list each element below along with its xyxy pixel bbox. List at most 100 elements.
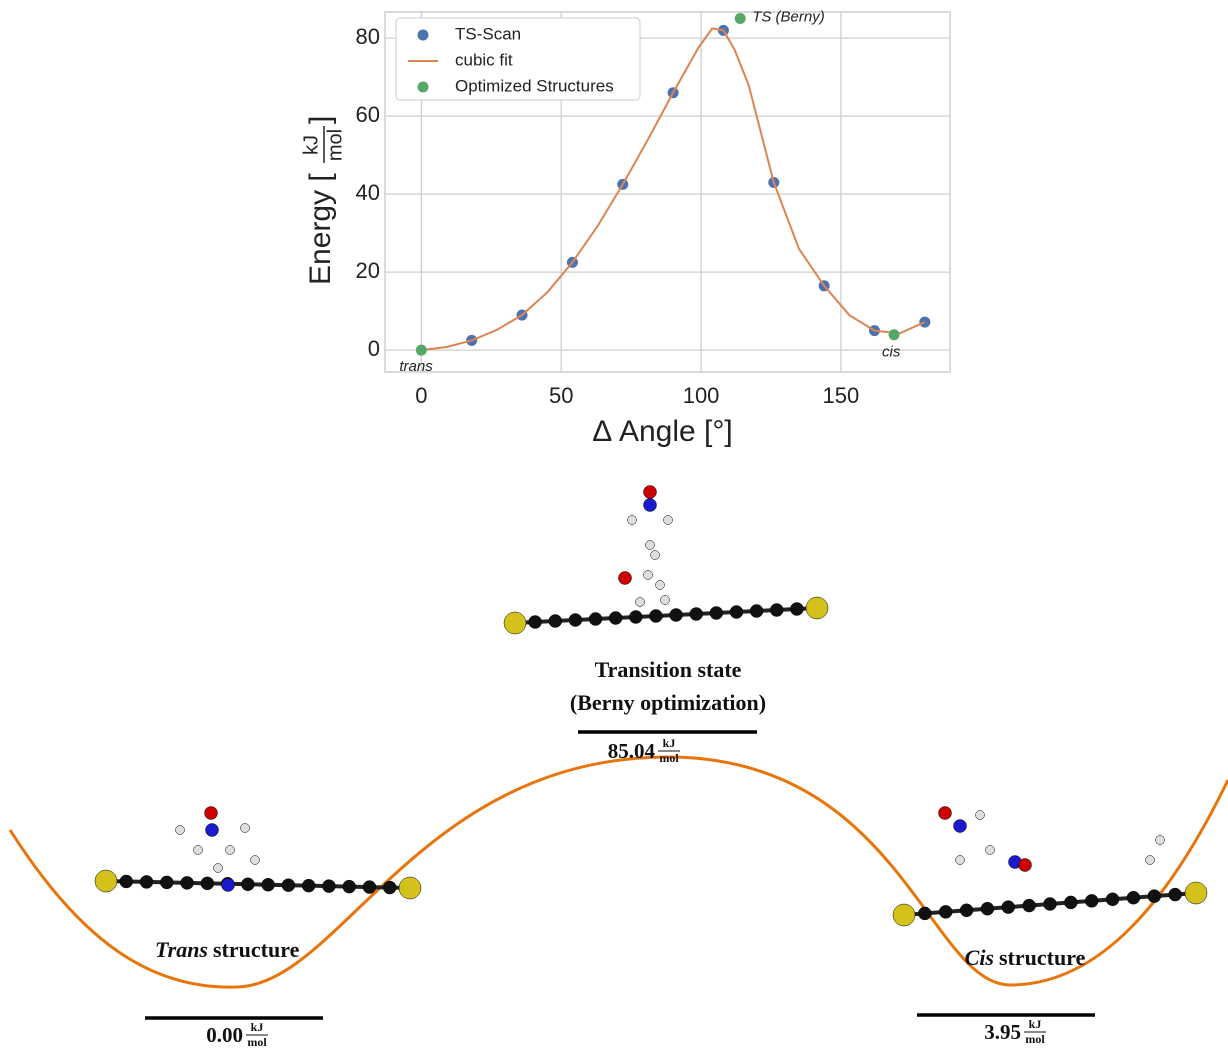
atom xyxy=(1185,882,1207,904)
point xyxy=(735,13,746,24)
atom xyxy=(649,610,662,623)
ts-title: Transition state xyxy=(595,657,742,682)
atom xyxy=(918,907,931,920)
cis-energy: 3.95 xyxy=(984,1020,1021,1044)
atom xyxy=(282,879,295,892)
atom xyxy=(670,609,683,622)
atom xyxy=(1127,891,1140,904)
atom xyxy=(1023,899,1036,912)
atom xyxy=(399,877,421,899)
atom xyxy=(1019,859,1032,872)
legend-label: TS-Scan xyxy=(455,24,521,43)
atom xyxy=(1064,896,1077,909)
legend-label: Optimized Structures xyxy=(455,76,614,95)
atom xyxy=(95,870,117,892)
atom xyxy=(1148,890,1161,903)
atom xyxy=(893,904,915,926)
y-tick-label: 60 xyxy=(356,102,380,127)
atom xyxy=(1085,894,1098,907)
atom xyxy=(664,516,673,525)
atom xyxy=(710,607,723,620)
atom xyxy=(656,581,665,590)
atom xyxy=(644,499,657,512)
atom xyxy=(730,606,743,619)
unit-num: kJ xyxy=(663,736,676,750)
atom xyxy=(976,811,985,820)
atom xyxy=(956,856,965,865)
atom xyxy=(644,571,653,580)
energy-diagram: Transition state (Berny optimization) 85… xyxy=(10,486,1228,1048)
x-axis-label: Δ Angle [°] xyxy=(592,415,732,448)
point xyxy=(416,345,427,356)
atom xyxy=(1169,888,1182,901)
atom xyxy=(201,877,214,890)
atom xyxy=(140,875,153,888)
atom xyxy=(750,605,763,618)
ts-subtitle: (Berny optimization) xyxy=(570,690,766,715)
legend-label: cubic fit xyxy=(455,50,513,69)
y-axis-unit-den: mol xyxy=(324,129,346,161)
x-tick-label: 0 xyxy=(415,383,427,408)
atom xyxy=(226,846,235,855)
atom xyxy=(343,880,356,893)
atom xyxy=(609,612,622,625)
atom xyxy=(160,876,173,889)
atom xyxy=(181,876,194,889)
atom xyxy=(939,905,952,918)
point-label: TS (Berny) xyxy=(752,8,825,25)
atom xyxy=(646,541,655,550)
atom xyxy=(690,608,703,621)
atom xyxy=(628,516,637,525)
trans-energy: 0.00 xyxy=(206,1023,243,1047)
legend-swatch xyxy=(418,82,429,93)
atom xyxy=(954,820,967,833)
point xyxy=(889,329,900,340)
cis-name: Cis xyxy=(965,945,994,970)
figure: 020406080050100150Δ Angle [°]Energy [kJm… xyxy=(0,0,1228,1048)
x-tick-label: 50 xyxy=(549,383,573,408)
point-label: cis xyxy=(882,344,901,361)
atom xyxy=(205,807,218,820)
atom xyxy=(120,875,133,888)
atom xyxy=(661,596,670,605)
x-tick-label: 150 xyxy=(823,383,860,408)
unit-num: kJ xyxy=(1029,1017,1042,1031)
atom xyxy=(214,864,223,873)
atom xyxy=(222,879,235,892)
point-label: trans xyxy=(399,358,433,375)
cis-suffix: structure xyxy=(999,945,1086,970)
atom xyxy=(790,603,803,616)
atom xyxy=(629,611,642,624)
atom xyxy=(1044,898,1057,911)
atom xyxy=(194,846,203,855)
atom xyxy=(504,612,526,634)
unit-den: mol xyxy=(1025,1032,1045,1046)
atom xyxy=(363,881,376,894)
atom xyxy=(619,572,632,585)
atom xyxy=(770,604,783,617)
y-tick-label: 20 xyxy=(356,258,380,283)
y-axis-unit-num: kJ xyxy=(300,135,322,155)
atom xyxy=(1156,836,1165,845)
atom xyxy=(806,597,828,619)
y-tick-label: 0 xyxy=(368,336,380,361)
y-tick-label: 80 xyxy=(356,24,380,49)
trans-name: Trans xyxy=(155,937,208,962)
atom xyxy=(569,614,582,627)
atom xyxy=(241,824,250,833)
atom xyxy=(206,824,219,837)
y-tick-label: 40 xyxy=(356,180,380,205)
atom xyxy=(939,807,952,820)
atom xyxy=(383,881,396,894)
atom xyxy=(636,598,645,607)
atom xyxy=(176,826,185,835)
unit-den: mol xyxy=(659,751,679,765)
atom xyxy=(981,902,994,915)
y-axis-label-text: Energy [ xyxy=(304,173,337,285)
atom xyxy=(589,613,602,626)
y-axis-label-end: ] xyxy=(304,116,337,124)
atom xyxy=(986,846,995,855)
atom xyxy=(251,856,260,865)
